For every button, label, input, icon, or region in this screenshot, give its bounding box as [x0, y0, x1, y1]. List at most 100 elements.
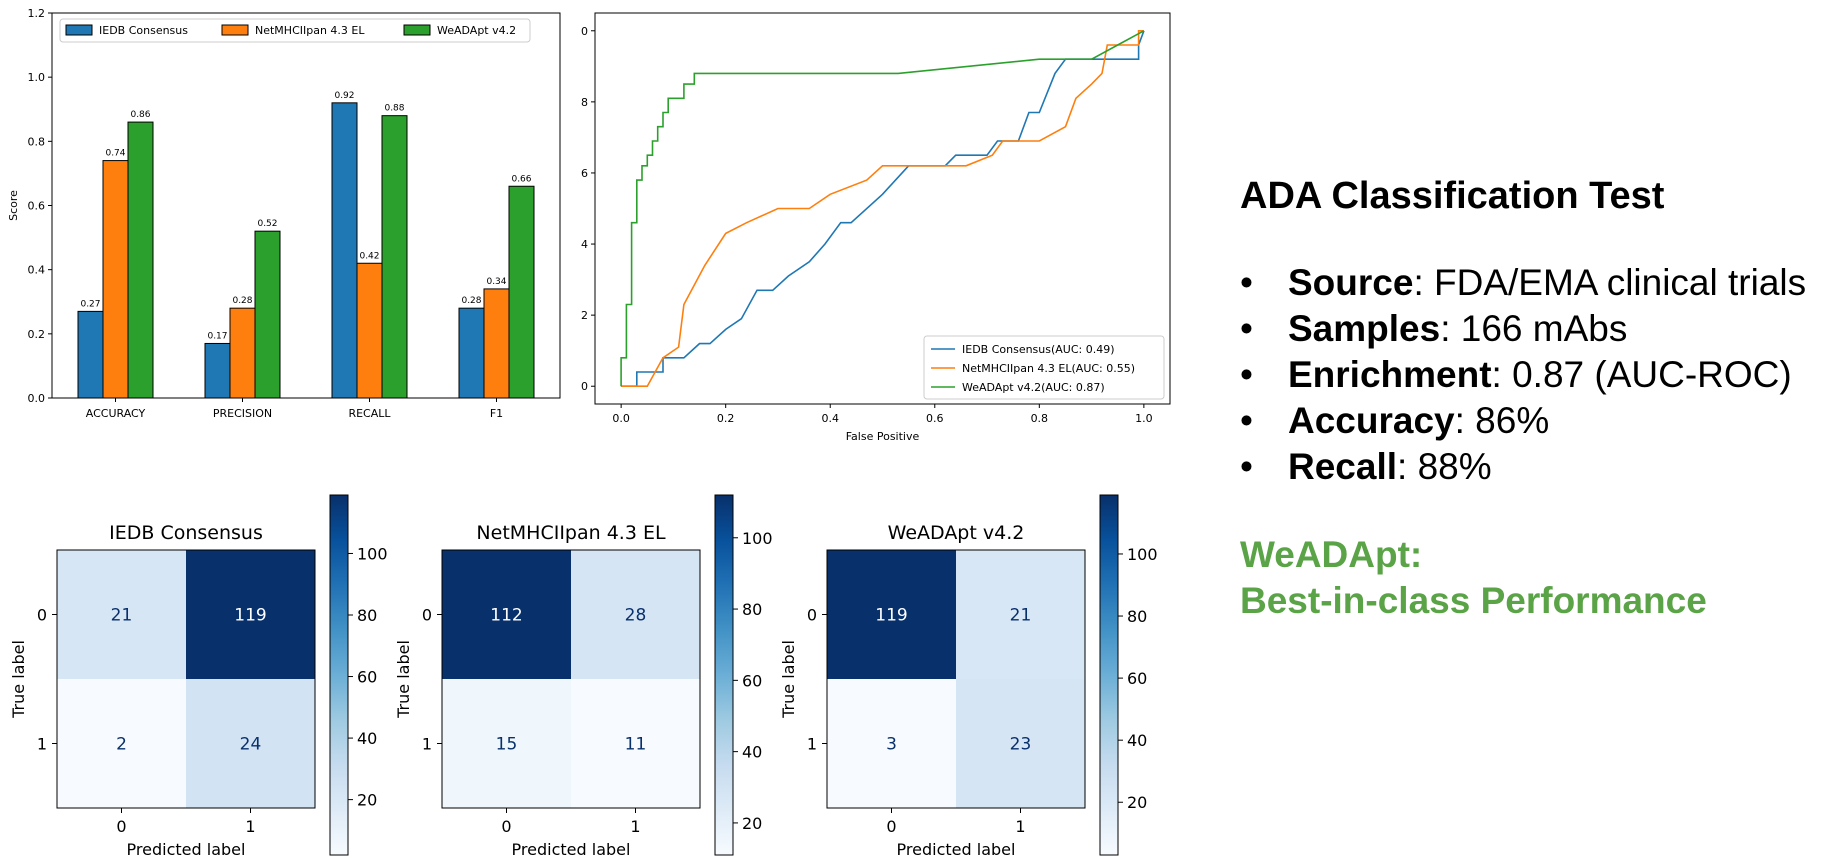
roc-series-line — [621, 30, 1145, 387]
matrix-frame — [441, 549, 701, 809]
bar — [458, 307, 485, 399]
matrix-cell-value: 21 — [111, 606, 133, 626]
summary-item-samples: • Samples: 166 mAbs — [1240, 306, 1834, 352]
summary-item-enrichment: • Enrichment: 0.87 (AUC-ROC) — [1240, 352, 1834, 398]
conclusion-text: WeADApt: Best-in-class Performance — [1240, 532, 1834, 624]
bar-value-label: 0.42 — [359, 251, 379, 261]
legend-label: WeADApt v4.2 — [437, 24, 516, 37]
legend: IEDB Consensus NetMHCIIpan 4.3 EL WeADApt … — [59, 18, 531, 43]
bar — [77, 310, 104, 399]
y-tick-label: 0.6 — [28, 200, 46, 213]
bar — [508, 185, 535, 399]
colorbar-tick-label: 40 — [1127, 731, 1147, 750]
bar-value-label: 0.88 — [384, 104, 404, 114]
colorbar-tick-label: 100 — [357, 544, 388, 563]
colorbar-tick-label: 60 — [1127, 669, 1147, 688]
matrix-cell — [571, 679, 700, 808]
bullet-icon: • — [1240, 400, 1253, 441]
colorbar-tick-label: 80 — [1127, 607, 1147, 626]
colorbar — [1099, 494, 1119, 856]
plot-frame — [51, 12, 561, 399]
y-tick-label: 1 — [807, 735, 817, 754]
summary-item-value: : 166 mAbs — [1440, 308, 1628, 349]
matrix-cell-value: 28 — [625, 606, 647, 626]
matrix-cell — [186, 550, 315, 679]
bar — [127, 121, 154, 399]
colorbar-tick-label: 80 — [357, 606, 377, 625]
matrix-title: IEDB Consensus — [109, 522, 263, 544]
legend-box — [923, 335, 1165, 400]
y-axis-label: Score — [7, 190, 20, 221]
y-axis-label: True label — [779, 640, 798, 719]
x-tick-label: 1 — [630, 817, 640, 836]
y-axis-label: True label — [9, 640, 28, 719]
x-tick-label: 0.2 — [717, 412, 735, 425]
x-axis-label: Predicted label — [897, 840, 1016, 858]
matrix-cell-value: 119 — [234, 606, 266, 626]
bar — [229, 307, 256, 399]
x-axis-label: Predicted label — [127, 840, 246, 858]
y-tick-label: 0.6 — [580, 167, 588, 180]
bar — [102, 160, 129, 399]
colorbar-tick-label: 80 — [742, 600, 762, 619]
matrix-cell — [827, 550, 956, 679]
matrix-cell — [571, 550, 700, 679]
y-tick-label: 0.2 — [580, 309, 588, 322]
bar — [204, 342, 231, 399]
confusion-matrix-netmhciipan: NetMHCIIpan 4.3 EL 112 28 15 11 0 1 0 1 Predicted… — [394, 494, 773, 858]
y-tick-label: 1.0 — [580, 25, 588, 38]
y-tick-label: 0.2 — [28, 328, 46, 341]
summary-item-value: : 0.87 (AUC-ROC) — [1491, 354, 1792, 395]
matrix-frame — [56, 549, 316, 809]
roc-series-line — [621, 30, 1144, 387]
bullet-icon: • — [1240, 446, 1253, 487]
summary-item-source: • Source: FDA/EMA clinical trials — [1240, 260, 1834, 306]
matrix-title: NetMHCIIpan 4.3 EL — [476, 522, 666, 544]
y-tick-label: 0.0 — [28, 392, 46, 405]
x-tick-label: 0.0 — [612, 412, 630, 425]
y-tick-label: 0 — [37, 606, 47, 625]
bar-value-label: 0.86 — [130, 110, 150, 120]
summary-item-label: Recall — [1288, 446, 1398, 487]
x-axis-label: Predicted label — [512, 840, 631, 858]
y-tick-label: 1 — [422, 735, 432, 754]
matrix-title: WeADApt v4.2 — [888, 522, 1025, 544]
x-tick-label: 1 — [245, 817, 255, 836]
summary-item-value: : 88% — [1397, 446, 1492, 487]
matrix-cell-value: 3 — [886, 735, 897, 755]
y-tick-label: 0 — [807, 606, 817, 625]
legend: IEDB Consensus(AUC: 0.49) NetMHCIIpan 4.3… — [923, 335, 1165, 400]
legend-label: IEDB Consensus — [99, 24, 188, 37]
bar — [483, 288, 510, 399]
y-tick-label: 1 — [37, 735, 47, 754]
matrix-cell-value: 21 — [1010, 606, 1032, 626]
conclusion-line-1: WeADApt: — [1240, 534, 1423, 575]
y-tick-label: 0 — [422, 606, 432, 625]
matrix-cell — [186, 679, 315, 808]
conclusion-line-2: Best-in-class Performance — [1240, 580, 1707, 621]
matrix-cell — [57, 679, 186, 808]
matrix-cell-value: 23 — [1010, 735, 1032, 755]
legend-label: NetMHCIIpan 4.3 EL(AUC: 0.55) — [962, 362, 1135, 375]
y-axis-label: True label — [394, 640, 413, 719]
matrix-frame — [826, 549, 1086, 809]
bullet-icon: • — [1240, 308, 1253, 349]
y-tick-label: 0.8 — [580, 96, 588, 109]
bullet-icon: • — [1240, 354, 1253, 395]
plot-frame — [594, 12, 1171, 405]
bar — [356, 262, 383, 399]
summary-item-accuracy: • Accuracy: 86% — [1240, 398, 1834, 444]
y-tick-label: 1.2 — [28, 7, 46, 20]
matrix-cell-value: 15 — [496, 735, 518, 755]
bar-value-label: 0.52 — [257, 219, 277, 229]
bar-value-label: 0.66 — [511, 174, 531, 184]
bullet-icon: • — [1240, 262, 1253, 303]
x-tick-label: RECALL — [348, 407, 391, 420]
colorbar — [714, 494, 734, 856]
x-tick-label: 0.8 — [1031, 412, 1049, 425]
bar-value-label: 0.28 — [461, 296, 481, 306]
bar-value-label: 0.92 — [334, 91, 354, 101]
summary-item-label: Samples — [1288, 308, 1441, 349]
summary-item-recall: • Recall: 88% — [1240, 444, 1834, 490]
summary-list: • Source: FDA/EMA clinical trials • Sample… — [1240, 260, 1834, 490]
